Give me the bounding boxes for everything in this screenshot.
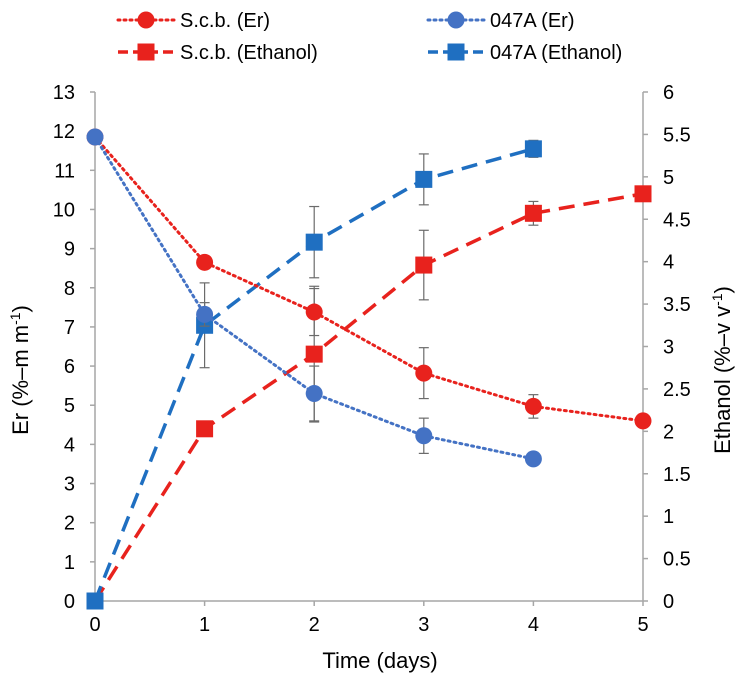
x-tick-label: 5 bbox=[637, 614, 648, 636]
series-line bbox=[93, 135, 645, 423]
legend-marker bbox=[447, 43, 465, 61]
data-point bbox=[196, 253, 214, 271]
y2-tick-label: 2.5 bbox=[663, 379, 691, 401]
y-tick-label: 9 bbox=[64, 239, 75, 261]
data-point bbox=[524, 204, 542, 222]
legend-item-047a-ethanol: 047A (Ethanol) bbox=[428, 42, 622, 64]
y2-tick-label: 2 bbox=[663, 421, 674, 443]
x-tick-label: 3 bbox=[418, 614, 429, 636]
y2-tick-labels: 0 0.5 1 1.5 2 2.5 3 3.5 4 4.5 5 5.5 6 bbox=[643, 82, 691, 613]
data-point bbox=[196, 305, 214, 323]
y2-axis-label: Ethanol (%–v v-1) bbox=[709, 286, 735, 454]
x-tick-label: 1 bbox=[199, 614, 210, 636]
data-point bbox=[305, 233, 323, 251]
y2-tick-label: 1.5 bbox=[663, 464, 691, 486]
data-point bbox=[524, 140, 542, 158]
x-tick-label: 2 bbox=[309, 614, 320, 636]
y-axis-label: Er (%–m m-1) bbox=[7, 305, 33, 435]
y2-tick-label: 5 bbox=[663, 167, 674, 189]
data-point bbox=[415, 256, 433, 274]
y2-tick-label: 4 bbox=[663, 252, 674, 274]
data-point bbox=[305, 384, 323, 402]
data-point bbox=[415, 170, 433, 188]
x-tick-label: 4 bbox=[528, 614, 539, 636]
legend-marker bbox=[447, 11, 465, 29]
legend-item-s-c-b-er: S.c.b. (Er) bbox=[116, 10, 270, 32]
data-point bbox=[634, 412, 652, 430]
plot-area bbox=[86, 128, 652, 610]
series-line bbox=[93, 192, 644, 602]
y2-tick-label: 6 bbox=[663, 82, 674, 104]
y-tick-label: 0 bbox=[64, 591, 75, 613]
y2-tick-label: 0.5 bbox=[663, 549, 691, 571]
legend-item-s-c-b-ethanol: S.c.b. (Ethanol) bbox=[118, 42, 318, 64]
legend-label: 047A (Er) bbox=[490, 10, 574, 32]
y-tick-label: 4 bbox=[64, 434, 75, 456]
data-point bbox=[86, 128, 104, 146]
data-point bbox=[305, 345, 323, 363]
data-point bbox=[415, 427, 433, 445]
y2-tick-label: 4.5 bbox=[663, 209, 691, 231]
data-point bbox=[524, 397, 542, 415]
y-tick-label: 8 bbox=[64, 278, 75, 300]
y-tick-label: 2 bbox=[64, 513, 75, 535]
y-tick-label: 1 bbox=[64, 552, 75, 574]
y2-tick-label: 3 bbox=[663, 337, 674, 359]
y-tick-label: 11 bbox=[54, 160, 75, 182]
y-tick-label: 7 bbox=[64, 317, 75, 339]
legend-marker bbox=[137, 43, 155, 61]
y-tick-label: 13 bbox=[53, 82, 75, 104]
legend-marker bbox=[137, 11, 155, 29]
legend-label: S.c.b. (Er) bbox=[180, 10, 270, 32]
legend-item-047a-er: 047A (Er) bbox=[426, 10, 574, 32]
data-point bbox=[524, 450, 542, 468]
data-point bbox=[415, 364, 433, 382]
x-axis-label: Time (days) bbox=[322, 648, 437, 673]
series-047a-er bbox=[86, 128, 542, 468]
axes bbox=[94, 92, 644, 602]
series-s-c-b-ethanol bbox=[86, 185, 652, 610]
data-point bbox=[305, 303, 323, 321]
y-tick-label: 5 bbox=[64, 395, 75, 417]
x-tick-labels: 0 1 2 3 4 5 bbox=[89, 601, 649, 636]
y-tick-label: 3 bbox=[64, 474, 75, 496]
data-point bbox=[86, 592, 104, 610]
y2-tick-label: 5.5 bbox=[663, 124, 691, 146]
legend-label: S.c.b. (Ethanol) bbox=[180, 42, 318, 64]
y-tick-label: 10 bbox=[53, 199, 75, 221]
x-tick-label: 0 bbox=[89, 614, 100, 636]
y2-tick-label: 3.5 bbox=[663, 294, 691, 316]
legend: S.c.b. (Er) 047A (Er) S.c.b. (Ethanol) 047A… bbox=[116, 10, 622, 64]
data-point bbox=[196, 420, 214, 438]
series-s-c-b-er bbox=[86, 128, 652, 430]
y-tick-label: 6 bbox=[64, 356, 75, 378]
y2-tick-label: 1 bbox=[663, 506, 674, 528]
y-tick-label: 12 bbox=[53, 121, 75, 143]
y2-tick-label: 0 bbox=[663, 591, 674, 613]
data-point bbox=[634, 185, 652, 203]
legend-label: 047A (Ethanol) bbox=[490, 42, 622, 64]
